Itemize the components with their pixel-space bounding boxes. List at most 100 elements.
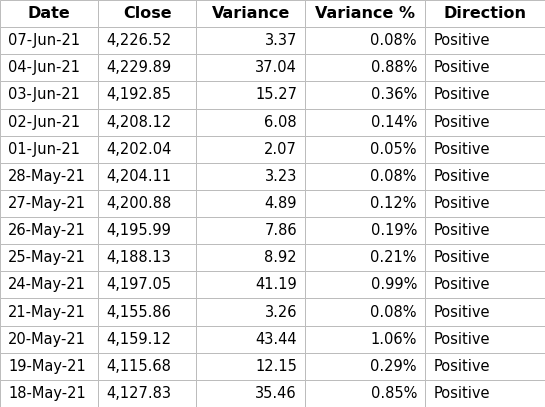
Text: 37.04: 37.04 — [255, 60, 297, 75]
Text: 4,229.89: 4,229.89 — [106, 60, 171, 75]
Text: 4,115.68: 4,115.68 — [106, 359, 171, 374]
Text: 3.23: 3.23 — [265, 169, 297, 184]
Bar — [196, 136, 305, 163]
Text: 01-Jun-21: 01-Jun-21 — [8, 142, 80, 157]
Text: 19-May-21: 19-May-21 — [8, 359, 86, 374]
Bar — [98, 27, 196, 54]
Bar — [98, 217, 196, 244]
Text: Positive: Positive — [433, 169, 490, 184]
Bar — [425, 298, 545, 326]
Text: 35.46: 35.46 — [256, 386, 297, 401]
Text: 0.14%: 0.14% — [371, 115, 417, 129]
Bar — [196, 109, 305, 136]
Text: 0.08%: 0.08% — [371, 33, 417, 48]
Bar — [425, 136, 545, 163]
Text: 12.15: 12.15 — [255, 359, 297, 374]
Bar — [305, 326, 425, 353]
Text: 4,192.85: 4,192.85 — [106, 88, 171, 103]
Text: Direction: Direction — [444, 6, 526, 21]
Text: Positive: Positive — [433, 304, 490, 319]
Text: 0.08%: 0.08% — [371, 169, 417, 184]
Bar — [196, 81, 305, 109]
Bar — [425, 163, 545, 190]
Bar — [305, 353, 425, 380]
Text: 18-May-21: 18-May-21 — [8, 386, 86, 401]
Bar — [98, 353, 196, 380]
Bar — [0, 54, 98, 81]
Text: 4,155.86: 4,155.86 — [106, 304, 171, 319]
Text: 6.08: 6.08 — [264, 115, 297, 129]
Bar — [305, 244, 425, 271]
Text: 02-Jun-21: 02-Jun-21 — [8, 115, 80, 129]
Text: 27-May-21: 27-May-21 — [8, 196, 86, 211]
Bar — [196, 27, 305, 54]
Text: 0.29%: 0.29% — [371, 359, 417, 374]
Text: 0.99%: 0.99% — [371, 278, 417, 292]
Bar — [0, 27, 98, 54]
Text: 3.37: 3.37 — [265, 33, 297, 48]
Bar — [98, 163, 196, 190]
Bar — [98, 54, 196, 81]
Bar — [196, 163, 305, 190]
Text: Close: Close — [123, 6, 172, 21]
Text: 28-May-21: 28-May-21 — [8, 169, 86, 184]
Bar — [196, 298, 305, 326]
Bar — [425, 244, 545, 271]
Bar — [305, 271, 425, 298]
Text: Variance %: Variance % — [315, 6, 415, 21]
Bar — [196, 54, 305, 81]
Text: 0.19%: 0.19% — [371, 223, 417, 238]
Bar — [425, 81, 545, 109]
Bar — [305, 163, 425, 190]
Text: 4,204.11: 4,204.11 — [106, 169, 171, 184]
Bar — [98, 298, 196, 326]
Text: 4.89: 4.89 — [264, 196, 297, 211]
Text: 20-May-21: 20-May-21 — [8, 332, 86, 347]
Text: Positive: Positive — [433, 60, 490, 75]
Bar — [0, 326, 98, 353]
Bar — [0, 271, 98, 298]
Text: 4,127.83: 4,127.83 — [106, 386, 171, 401]
Bar — [305, 217, 425, 244]
Bar — [0, 353, 98, 380]
Text: Variance: Variance — [211, 6, 290, 21]
Bar — [425, 190, 545, 217]
Text: 03-Jun-21: 03-Jun-21 — [8, 88, 80, 103]
Text: 0.05%: 0.05% — [371, 142, 417, 157]
Text: 0.36%: 0.36% — [371, 88, 417, 103]
Bar — [98, 271, 196, 298]
Text: Positive: Positive — [433, 196, 490, 211]
Text: 8.92: 8.92 — [264, 250, 297, 265]
Bar — [425, 326, 545, 353]
Text: 4,200.88: 4,200.88 — [106, 196, 172, 211]
Bar — [0, 136, 98, 163]
Text: 04-Jun-21: 04-Jun-21 — [8, 60, 80, 75]
Bar — [425, 27, 545, 54]
Bar — [196, 217, 305, 244]
Text: 4,202.04: 4,202.04 — [106, 142, 172, 157]
Text: Positive: Positive — [433, 332, 490, 347]
Text: 3.26: 3.26 — [264, 304, 297, 319]
Text: 4,159.12: 4,159.12 — [106, 332, 171, 347]
Bar — [305, 0, 425, 27]
Text: 0.08%: 0.08% — [371, 304, 417, 319]
Bar — [196, 353, 305, 380]
Text: Positive: Positive — [433, 250, 490, 265]
Text: 1.06%: 1.06% — [371, 332, 417, 347]
Bar — [425, 54, 545, 81]
Bar — [98, 0, 196, 27]
Bar — [425, 380, 545, 407]
Bar — [305, 380, 425, 407]
Text: 41.19: 41.19 — [255, 278, 297, 292]
Text: 7.86: 7.86 — [264, 223, 297, 238]
Bar — [98, 136, 196, 163]
Text: Positive: Positive — [433, 88, 490, 103]
Bar — [305, 54, 425, 81]
Bar — [0, 163, 98, 190]
Bar — [0, 217, 98, 244]
Text: 4,208.12: 4,208.12 — [106, 115, 172, 129]
Text: 4,188.13: 4,188.13 — [106, 250, 171, 265]
Text: 24-May-21: 24-May-21 — [8, 278, 86, 292]
Bar — [98, 380, 196, 407]
Bar — [425, 271, 545, 298]
